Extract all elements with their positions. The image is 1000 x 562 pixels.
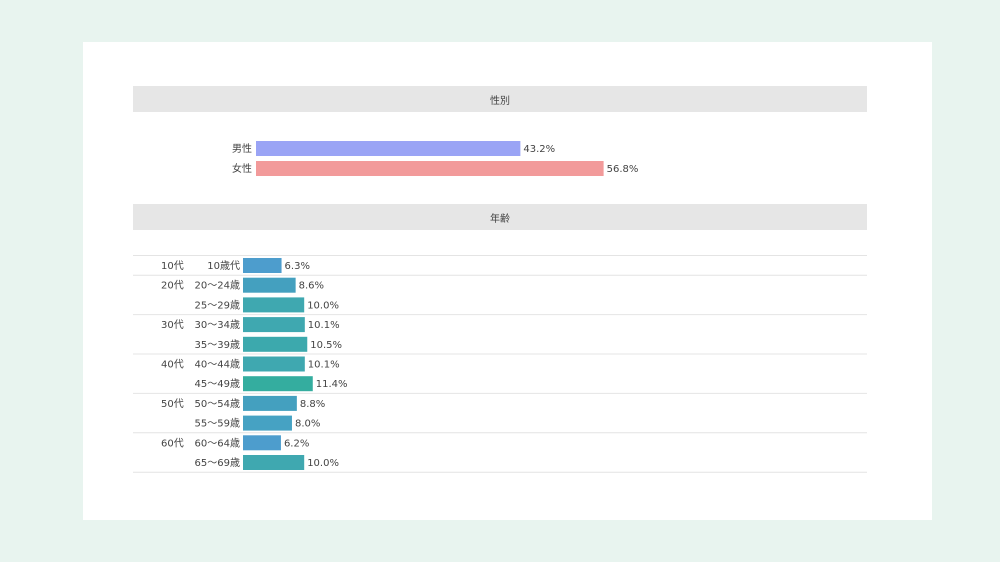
age-value-label: 8.0% — [295, 419, 320, 430]
gender-category-label: 女性 — [232, 162, 252, 175]
gender-bar — [256, 161, 604, 176]
age-bar-chart: 10代 10歳代 6.3% 20代 20～24歳 8.6% 25～29歳 10.0% 30代 30… — [133, 255, 867, 473]
age-value-label: 10.0% — [307, 458, 339, 469]
age-bar — [243, 376, 313, 392]
age-group-label: 60代 — [161, 437, 184, 449]
age-value-label: 6.3% — [285, 261, 310, 272]
age-value-label: 10.5% — [310, 340, 342, 351]
age-group-label: 40代 — [161, 359, 184, 371]
survey-card: 性別 男性 43.2% 女性 56.8% 年齢 10代 10歳代 6.3% 20代 20～24… — [83, 42, 932, 520]
age-row-label: 30～34歳 — [195, 319, 240, 331]
gender-bar — [256, 141, 521, 156]
age-section-title: 年齢 — [490, 213, 510, 225]
age-bar — [243, 395, 297, 411]
age-row-label: 35～39歳 — [195, 339, 240, 351]
gender-value-label: 56.8% — [607, 164, 639, 175]
age-bar — [243, 297, 305, 313]
gender-bar-chart: 男性 43.2% 女性 56.8% — [232, 141, 639, 176]
age-row-label: 25～29歳 — [195, 299, 240, 311]
age-value-label: 8.8% — [300, 399, 325, 410]
age-bar — [243, 415, 292, 431]
age-bar — [243, 356, 305, 372]
age-row-label: 20～24歳 — [195, 280, 240, 292]
age-value-label: 10.1% — [308, 360, 340, 371]
age-row-label: 40～44歳 — [195, 359, 240, 371]
age-value-label: 6.2% — [284, 438, 309, 449]
age-row-label: 60～64歳 — [195, 437, 240, 449]
age-group-label: 30代 — [161, 319, 184, 331]
age-group-label: 20代 — [161, 280, 184, 292]
gender-category-label: 男性 — [232, 142, 252, 155]
gender-section-title: 性別 — [490, 95, 510, 107]
age-bar — [243, 317, 305, 333]
age-bar — [243, 455, 305, 470]
gender-value-label: 43.2% — [523, 144, 555, 155]
age-value-label: 10.1% — [308, 320, 340, 331]
age-section-header: 年齢 — [133, 204, 867, 230]
age-value-label: 10.0% — [307, 300, 339, 311]
age-row-label: 55～59歳 — [195, 418, 240, 430]
age-bar — [243, 336, 308, 352]
age-row-label: 50～54歳 — [195, 398, 240, 410]
age-bar — [243, 277, 296, 293]
age-group-label: 50代 — [161, 398, 184, 410]
age-group-label: 10代 — [161, 260, 184, 272]
age-value-label: 11.4% — [316, 379, 348, 390]
age-row-label: 65～69歳 — [195, 457, 240, 469]
gender-section-header: 性別 — [133, 86, 867, 112]
age-value-label: 8.6% — [299, 281, 324, 292]
age-bar — [243, 258, 282, 273]
age-row-label: 45～49歳 — [195, 378, 240, 390]
age-bar — [243, 435, 281, 451]
age-row-label: 10歳代 — [207, 260, 240, 272]
